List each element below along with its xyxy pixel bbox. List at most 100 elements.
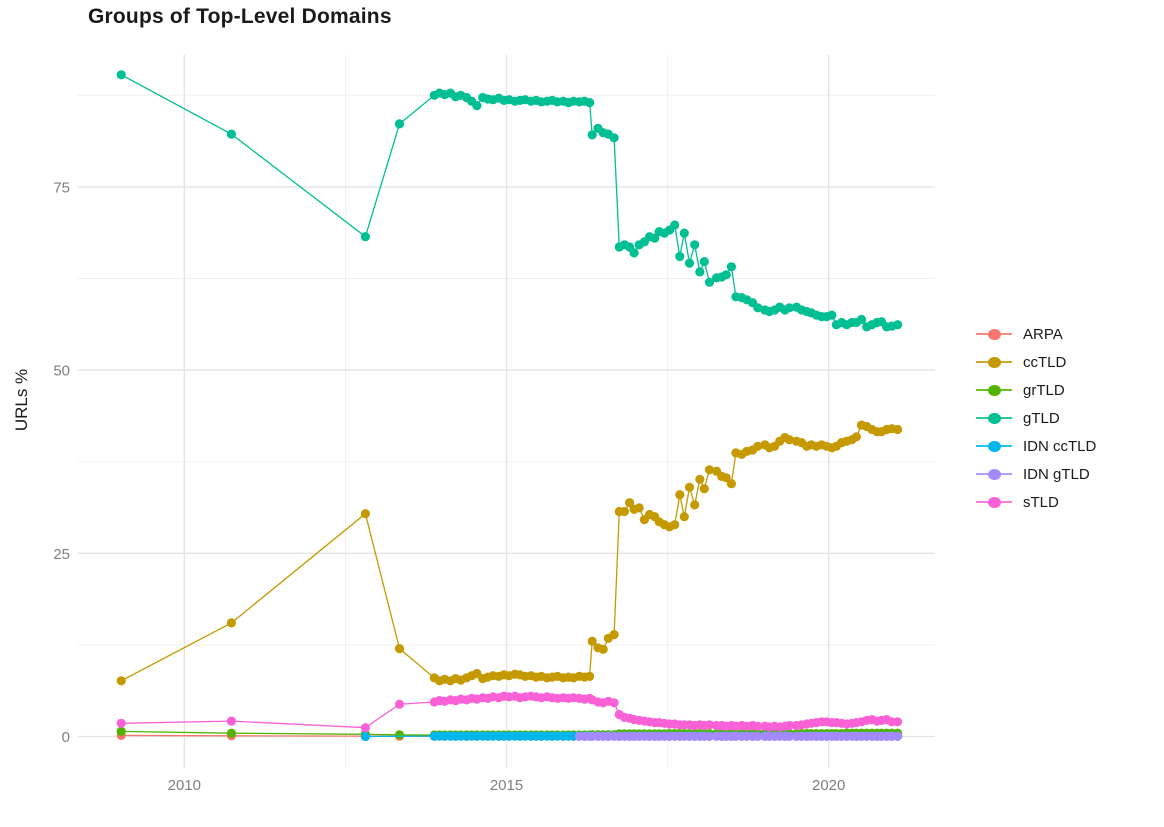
data-point xyxy=(893,424,903,435)
data-point xyxy=(394,644,405,654)
data-point xyxy=(609,133,619,143)
data-point xyxy=(690,240,700,250)
legend-key-icon xyxy=(976,408,1012,428)
data-point xyxy=(587,130,597,140)
data-point xyxy=(116,70,126,80)
data-point xyxy=(634,503,644,513)
data-point xyxy=(684,482,695,492)
data-point xyxy=(721,270,731,280)
data-point xyxy=(609,630,619,640)
data-point xyxy=(784,731,795,741)
legend-key-icon xyxy=(976,352,1012,372)
data-point xyxy=(116,718,126,728)
series-line-gTLD xyxy=(120,74,898,328)
data-point xyxy=(585,98,595,108)
data-point xyxy=(753,731,763,741)
data-point xyxy=(726,262,737,272)
data-point xyxy=(721,473,731,483)
data-point xyxy=(629,248,639,258)
data-point xyxy=(856,314,867,325)
data-point xyxy=(893,717,903,727)
data-point xyxy=(704,720,715,730)
data-point xyxy=(587,636,597,646)
legend-label: gTLD xyxy=(1023,409,1060,427)
data-point xyxy=(670,220,680,230)
y-tick-label: 25 xyxy=(53,546,70,563)
legend-label: sTLD xyxy=(1023,493,1059,511)
data-point xyxy=(670,520,680,530)
data-point xyxy=(619,506,630,517)
data-point xyxy=(704,277,715,287)
data-point xyxy=(753,721,763,731)
data-point xyxy=(684,258,695,268)
data-point xyxy=(226,618,236,628)
data-point xyxy=(753,441,763,451)
data-point xyxy=(360,731,370,742)
x-tick-label: 2010 xyxy=(168,777,201,794)
data-point xyxy=(704,465,715,475)
data-point xyxy=(851,432,862,442)
legend-item-ARPA: ARPA xyxy=(976,320,1096,348)
data-point xyxy=(675,251,685,262)
series-points-sTLD xyxy=(116,691,903,733)
legend-item-sTLD: sTLD xyxy=(976,488,1096,516)
legend-item-IDN-ccTLD: IDN ccTLD xyxy=(976,432,1096,460)
data-point xyxy=(598,644,608,654)
legend-key-dot xyxy=(987,384,1001,396)
data-point xyxy=(704,731,715,741)
data-point xyxy=(226,716,236,726)
y-axis-title: URLs % xyxy=(12,368,31,432)
data-point xyxy=(585,671,595,682)
legend-key-dot xyxy=(987,356,1001,368)
data-point xyxy=(675,490,685,500)
data-point xyxy=(893,320,903,330)
data-point xyxy=(784,303,795,313)
y-tick-label: 0 xyxy=(62,729,70,746)
data-point xyxy=(625,498,635,508)
legend-key-dot xyxy=(987,328,1001,340)
series-group xyxy=(116,70,903,742)
data-point xyxy=(726,479,737,489)
legend-item-ccTLD: ccTLD xyxy=(976,348,1096,376)
data-point xyxy=(695,267,705,277)
legend: ARPA ccTLD grTLD gTLD IDN ccTLD IDN gTLD sTLD xyxy=(976,320,1096,516)
x-tick-label: 2015 xyxy=(490,777,523,794)
data-point xyxy=(226,129,236,139)
legend-key-icon xyxy=(976,380,1012,400)
legend-label: grTLD xyxy=(1023,381,1065,399)
data-point xyxy=(699,257,709,267)
data-point xyxy=(472,101,482,111)
legend-label: IDN ccTLD xyxy=(1023,437,1097,455)
data-point xyxy=(116,676,126,686)
legend-key-icon xyxy=(976,436,1012,456)
data-point xyxy=(695,474,705,484)
data-point xyxy=(827,310,837,320)
legend-key-icon xyxy=(976,464,1012,484)
legend-item-gTLD: gTLD xyxy=(976,404,1096,432)
data-point xyxy=(394,699,405,709)
y-tick-label: 50 xyxy=(53,363,70,380)
legend-label: ARPA xyxy=(1023,325,1063,343)
legend-key-dot xyxy=(987,468,1001,480)
data-point xyxy=(699,484,709,494)
data-point xyxy=(690,500,700,510)
data-point xyxy=(893,731,903,741)
data-point xyxy=(360,232,370,242)
data-point xyxy=(360,509,370,519)
data-point xyxy=(679,512,689,522)
gridlines-major xyxy=(78,55,935,768)
chart-title: Groups of Top-Level Domains xyxy=(88,5,392,28)
series-points-ccTLD xyxy=(116,420,903,686)
data-point xyxy=(360,723,370,733)
y-tick-label: 75 xyxy=(53,179,70,196)
data-point xyxy=(679,228,689,238)
data-point xyxy=(116,726,126,737)
legend-key-dot xyxy=(987,496,1001,508)
legend-key-dot xyxy=(987,412,1001,424)
data-point xyxy=(753,303,763,313)
data-point xyxy=(784,435,795,445)
axis-tick-labels: 2010 2015 2020 0 25 50 75 xyxy=(53,179,845,794)
legend-item-IDN-gTLD: IDN gTLD xyxy=(976,460,1096,488)
series-points-gTLD xyxy=(116,70,903,332)
